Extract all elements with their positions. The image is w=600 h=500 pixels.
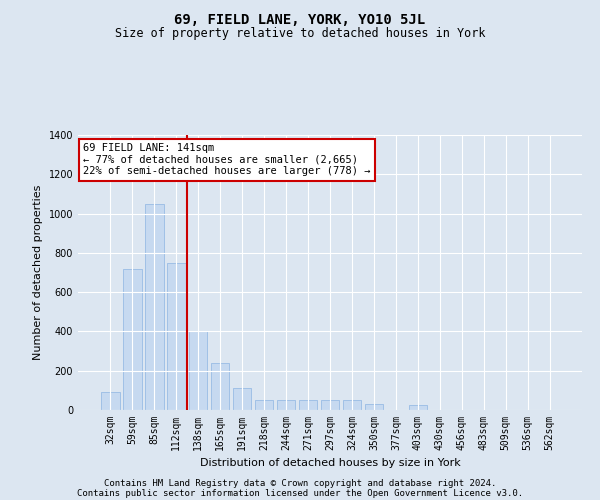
Bar (365, 404, 383, 410)
Text: Size of property relative to detached houses in York: Size of property relative to detached ho… (115, 28, 485, 40)
Text: Contains HM Land Registry data © Crown copyright and database right 2024.: Contains HM Land Registry data © Crown c… (104, 478, 496, 488)
Text: 69 FIELD LANE: 141sqm
← 77% of detached houses are smaller (2,665)
22% of semi-d: 69 FIELD LANE: 141sqm ← 77% of detached … (83, 143, 371, 176)
Bar (211, 363, 229, 410)
Bar (167, 262, 185, 410)
Bar (233, 388, 251, 410)
Bar (299, 400, 317, 410)
X-axis label: Distribution of detached houses by size in York: Distribution of detached houses by size … (200, 458, 460, 468)
Bar (409, 405, 427, 410)
Text: 69, FIELD LANE, YORK, YO10 5JL: 69, FIELD LANE, YORK, YO10 5JL (175, 12, 425, 26)
Bar (343, 400, 361, 410)
Bar (320, 400, 340, 410)
Bar (101, 392, 119, 410)
Bar (145, 204, 164, 410)
Bar (189, 332, 208, 410)
Bar (277, 400, 295, 410)
Bar (255, 400, 274, 410)
Y-axis label: Number of detached properties: Number of detached properties (33, 185, 43, 360)
Text: Contains public sector information licensed under the Open Government Licence v3: Contains public sector information licen… (77, 488, 523, 498)
Bar (123, 268, 142, 410)
